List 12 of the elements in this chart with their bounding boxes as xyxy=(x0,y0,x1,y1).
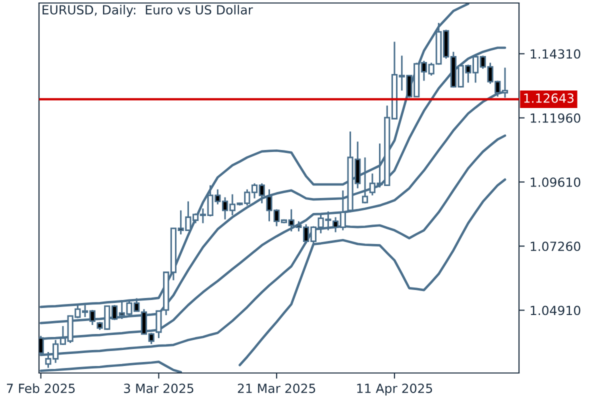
x-tick-label: 7 Feb 2025 xyxy=(6,383,75,394)
candlestick xyxy=(362,156,368,204)
x-tick-label: 21 Mar 2025 xyxy=(238,384,316,394)
ref-line-label: 1.12643 xyxy=(524,93,574,103)
x-tick-label: 11 Apr 2025 xyxy=(357,384,432,396)
chart-title: EURUSD, Daily: Euro vs US Dollar xyxy=(42,4,253,17)
y-tick-label: 1.14310 xyxy=(530,49,580,59)
y-tick-label: 1.04910 xyxy=(530,306,580,316)
y-tick-label: 1.07260 xyxy=(530,242,580,252)
y-tick-label: 1.11960 xyxy=(530,113,580,123)
x-tick-label: 3 Mar 2025 xyxy=(124,384,194,394)
y-tick-label: 1.09610 xyxy=(530,177,580,187)
